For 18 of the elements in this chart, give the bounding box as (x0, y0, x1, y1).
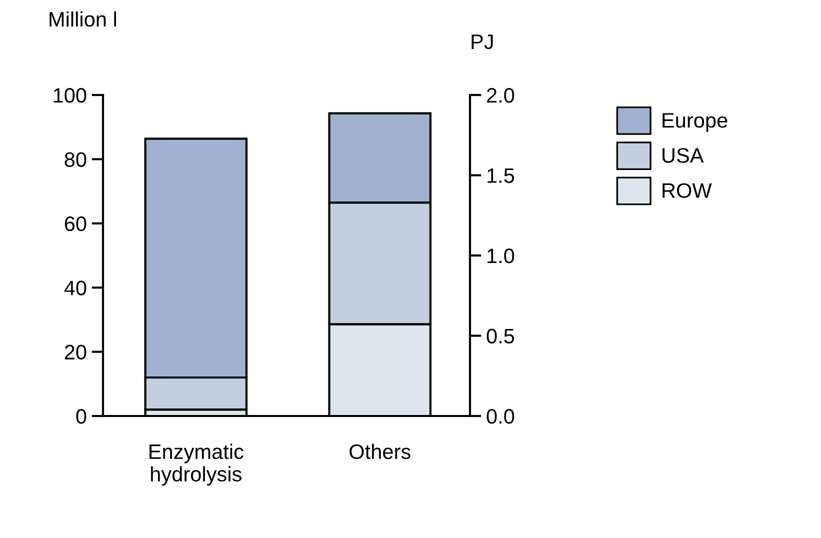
y2-tick-label: 2.0 (487, 88, 514, 103)
y-tick-label: 80 (64, 152, 86, 167)
y-axis-title: Million l (50, 11, 116, 27)
legend-label: USA (662, 148, 704, 163)
x-tick-label: Enzymatic hydrolysis (150, 444, 244, 486)
legend-label: Europe (662, 113, 728, 132)
y2-tick-label: 1.5 (488, 168, 514, 184)
y-tick-label: 60 (64, 216, 86, 232)
legend-label: ROW (662, 183, 712, 198)
y-tick-label: 0 (76, 409, 86, 424)
y2-tick-label: 0.5 (486, 328, 514, 344)
y2-axis-title: PJ (472, 34, 493, 50)
x-tick-label: Others (350, 444, 410, 460)
y2-tick-label: 0.0 (486, 409, 514, 424)
y2-tick-label: 1.0 (488, 248, 514, 264)
y-tick-label: 40 (64, 280, 86, 296)
y-tick-label: 20 (64, 344, 86, 360)
y-tick-label: 100 (54, 88, 86, 103)
